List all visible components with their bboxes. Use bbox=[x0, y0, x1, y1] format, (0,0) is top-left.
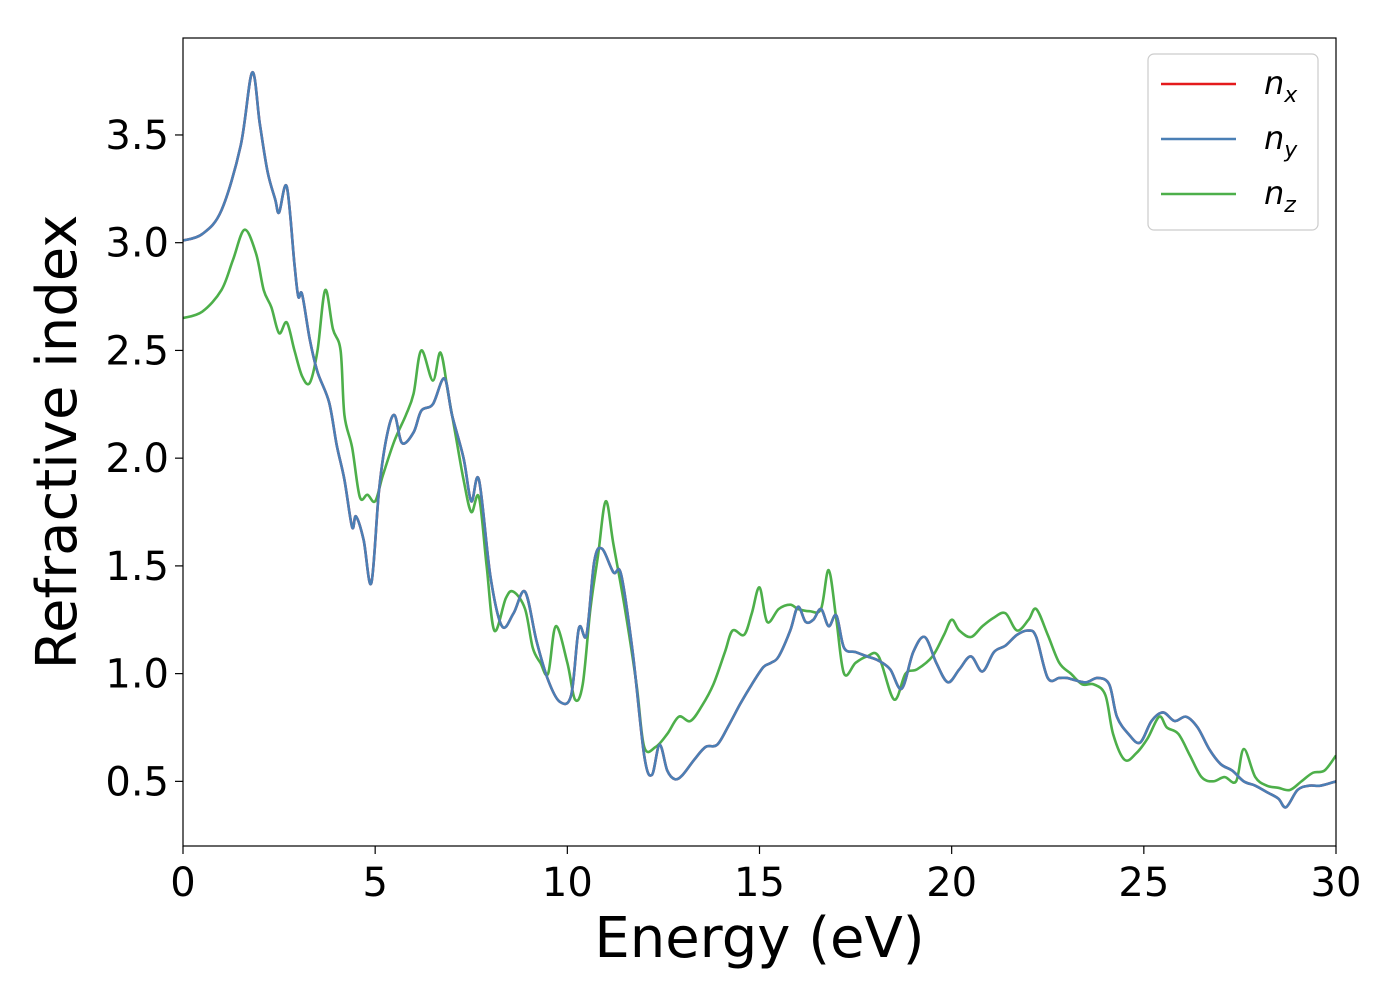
x-tick-label: 5 bbox=[362, 860, 387, 906]
series-line-n-z bbox=[183, 228, 1336, 792]
legend-box bbox=[1147, 53, 1319, 231]
x-tick-label: 15 bbox=[734, 860, 785, 906]
y-tick-label: 1.5 bbox=[105, 544, 169, 590]
x-tick-label: 30 bbox=[1311, 860, 1362, 906]
legend-label-subscript: y bbox=[1283, 138, 1298, 163]
y-tick-label: 1.0 bbox=[105, 652, 169, 698]
x-tick-label: 0 bbox=[170, 860, 195, 906]
y-axis-ticks: 0.5 1.0 1.5 2.0 2.5 3.0 3.5 bbox=[105, 113, 183, 805]
y-tick-label: 2.0 bbox=[105, 436, 169, 482]
legend-label-subscript: z bbox=[1283, 193, 1296, 218]
y-tick-label: 3.5 bbox=[105, 113, 169, 159]
x-tick-label: 25 bbox=[1118, 860, 1169, 906]
legend-label-n-y: ny bbox=[1264, 119, 1298, 163]
series-layer bbox=[183, 71, 1336, 809]
y-tick-label: 0.5 bbox=[105, 759, 169, 805]
legend-label-main: n bbox=[1264, 174, 1284, 212]
y-tick-label: 3.0 bbox=[105, 221, 169, 267]
legend-label-subscript: x bbox=[1283, 83, 1298, 108]
legend-label-main: n bbox=[1264, 119, 1284, 157]
y-tick-label: 2.5 bbox=[105, 328, 169, 374]
x-tick-label: 20 bbox=[926, 860, 977, 906]
y-axis-label: Refractive index bbox=[25, 215, 90, 670]
legend-label-main: n bbox=[1264, 64, 1284, 102]
legend-label-n-x: nx bbox=[1264, 64, 1298, 108]
x-axis-label: Energy (eV) bbox=[594, 906, 924, 971]
legend-label-n-z: nz bbox=[1264, 174, 1296, 218]
series-line-n-y bbox=[183, 71, 1336, 809]
x-axis-ticks: 0 5 10 15 20 25 30 bbox=[170, 846, 1361, 906]
x-tick-label: 10 bbox=[542, 860, 593, 906]
